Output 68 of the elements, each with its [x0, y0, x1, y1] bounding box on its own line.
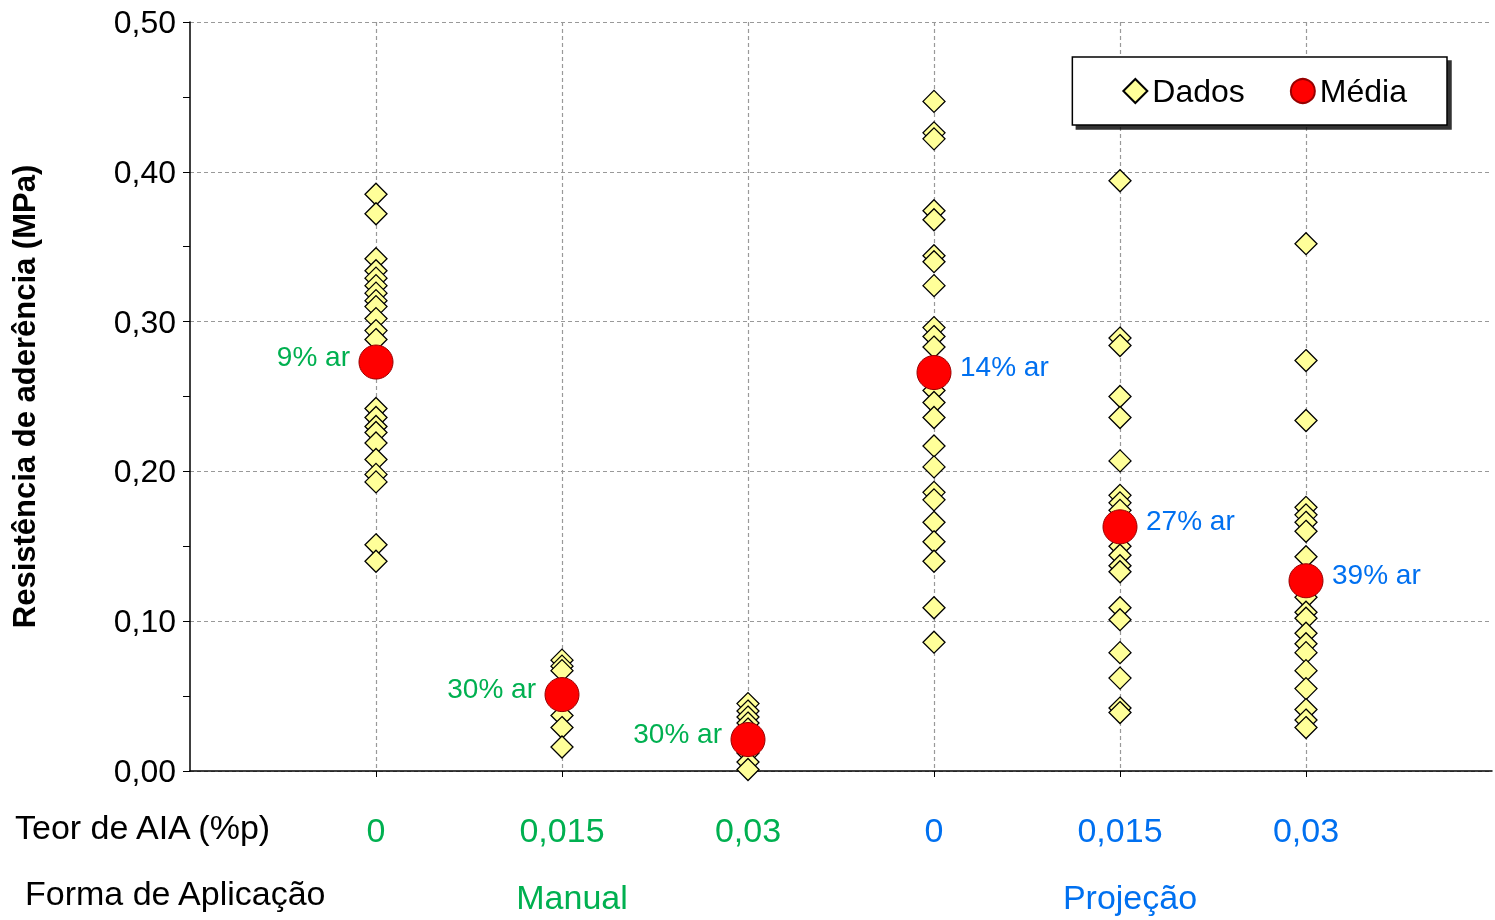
annotation: 39% ar: [1332, 559, 1421, 591]
x-axis-title: Teor de AIA (%p): [15, 808, 271, 846]
point: [1288, 563, 1324, 599]
point: [922, 250, 946, 274]
point: [730, 722, 766, 758]
y-tick-label: 0,50: [113, 4, 176, 40]
text: Projeção: [1062, 878, 1198, 916]
x-tick-label: 0,03: [1272, 811, 1340, 849]
point: [358, 344, 394, 380]
annotation: 27% ar: [1146, 505, 1235, 537]
point: [922, 405, 946, 430]
point: [922, 530, 946, 554]
point: [922, 434, 946, 458]
x-tick-label: 0: [366, 811, 386, 849]
point: [922, 596, 946, 620]
point: [922, 510, 946, 534]
point: [1108, 405, 1132, 430]
point: [364, 202, 388, 226]
text: Manual: [516, 878, 628, 916]
point: [916, 355, 952, 391]
x-tick-label: 0,015: [519, 811, 605, 849]
point: [1102, 509, 1138, 545]
point: [1108, 608, 1132, 632]
point: [1294, 348, 1318, 373]
y-tick-label: 0,10: [113, 603, 176, 640]
x-tick-label: 0,015: [1077, 811, 1163, 849]
point: [1294, 408, 1318, 433]
point: [364, 182, 388, 206]
point: [364, 470, 388, 494]
text: Forma de Aplicação: [25, 874, 326, 912]
point: [1294, 232, 1318, 256]
y-tick-label: 0,30: [113, 303, 176, 340]
point: [922, 127, 946, 151]
annotation: 14% ar: [960, 351, 1049, 383]
point: [550, 715, 574, 740]
annotation: 30% ar: [633, 718, 722, 750]
point: [544, 677, 580, 713]
point: [736, 757, 760, 782]
legend-label: Dados: [1152, 73, 1245, 109]
point: [922, 89, 946, 114]
point: [1294, 676, 1318, 701]
point: [922, 274, 946, 298]
point: [1108, 700, 1132, 725]
x-tick-label: 0,03: [714, 811, 782, 849]
legend-label: Média: [1319, 73, 1408, 109]
y-tick-label: 0,00: [113, 753, 176, 789]
annotation: 9% ar: [276, 340, 350, 372]
point: [1294, 519, 1318, 543]
point: [1294, 715, 1318, 740]
point: [1108, 560, 1132, 584]
point: [1108, 169, 1132, 193]
point: [922, 549, 946, 573]
point: [922, 630, 946, 654]
y-tick-label: 0,20: [113, 453, 176, 490]
point: [922, 208, 946, 232]
point: [1108, 641, 1132, 665]
x-tick-label: 0: [924, 811, 944, 849]
point: [1108, 666, 1132, 690]
point: [1108, 333, 1132, 358]
annotation: 30% ar: [447, 673, 536, 705]
point: [922, 488, 946, 512]
y-tick-label: 0,40: [113, 153, 176, 190]
point: [364, 549, 388, 573]
y-axis-title: Resistência de aderência (MPa): [7, 164, 42, 629]
point: [1108, 449, 1132, 473]
point: [922, 455, 946, 479]
point: [1108, 384, 1132, 409]
point: [550, 735, 574, 759]
